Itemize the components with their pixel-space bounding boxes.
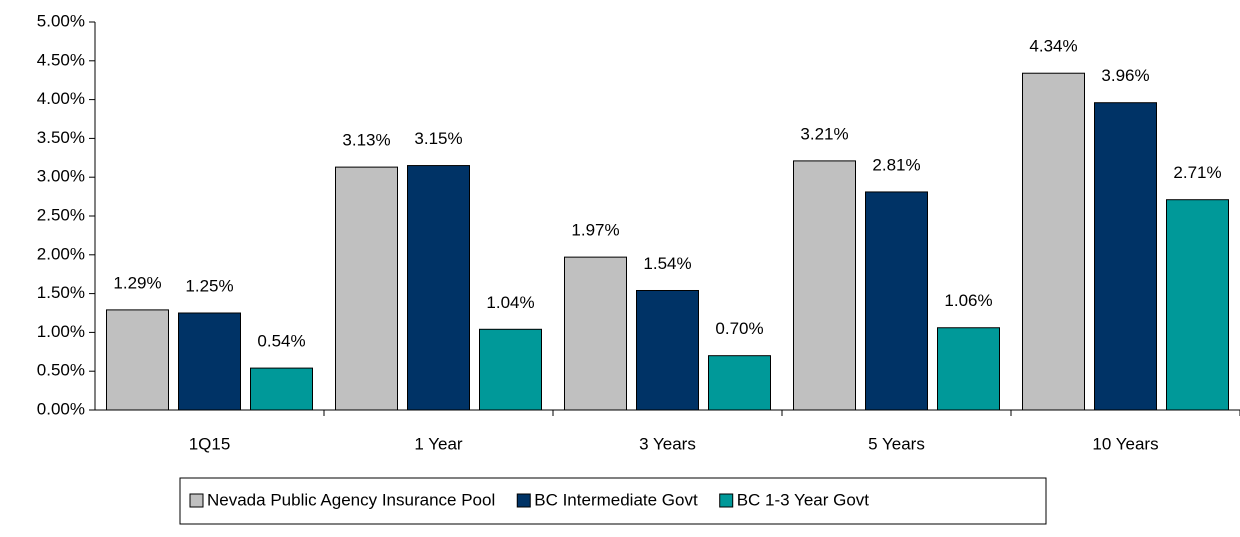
bar	[636, 289, 699, 411]
y-tick-label: 0.50%	[37, 361, 85, 380]
y-tick-label: 3.00%	[37, 167, 85, 186]
bar	[865, 191, 928, 411]
legend-label: Nevada Public Agency Insurance Pool	[207, 490, 495, 509]
data-label: 0.54%	[257, 332, 305, 351]
data-label: 1.06%	[944, 291, 992, 310]
x-tick-label: 1 Year	[414, 434, 463, 453]
y-tick-label: 4.50%	[37, 50, 85, 69]
bar	[937, 327, 1000, 411]
y-tick-label: 4.00%	[37, 89, 85, 108]
data-label: 3.96%	[1101, 66, 1149, 85]
bar	[178, 312, 241, 411]
y-tick-label: 0.00%	[37, 399, 85, 418]
bar	[1022, 72, 1085, 411]
data-label: 1.29%	[113, 273, 161, 292]
data-label: 1.25%	[185, 276, 233, 295]
data-label: 0.70%	[715, 319, 763, 338]
data-label: 3.21%	[800, 124, 848, 143]
y-tick-label: 1.50%	[37, 283, 85, 302]
x-tick-label: 1Q15	[189, 434, 231, 453]
data-label: 1.54%	[643, 254, 691, 273]
bar	[479, 328, 542, 411]
legend-swatch	[189, 493, 204, 508]
x-tick-label: 10 Years	[1092, 434, 1158, 453]
y-tick-label: 2.50%	[37, 205, 85, 224]
bar	[1166, 199, 1229, 411]
bar	[793, 160, 856, 411]
y-tick-label: 3.50%	[37, 128, 85, 147]
bar	[106, 309, 169, 411]
y-tick-label: 2.00%	[37, 244, 85, 263]
bar	[250, 367, 313, 411]
legend-swatch	[516, 493, 531, 508]
data-label: 3.15%	[414, 129, 462, 148]
bar	[564, 256, 627, 411]
x-tick-label: 5 Years	[868, 434, 925, 453]
bar	[407, 165, 470, 411]
bar	[1094, 102, 1157, 411]
y-tick-label: 1.00%	[37, 322, 85, 341]
legend-swatch	[719, 493, 734, 508]
data-label: 2.71%	[1173, 163, 1221, 182]
data-label: 2.81%	[872, 155, 920, 174]
bar	[708, 355, 771, 411]
legend-box	[179, 477, 1047, 525]
data-label: 3.13%	[342, 131, 390, 150]
data-label: 1.04%	[486, 293, 534, 312]
y-tick-label: 5.00%	[37, 11, 85, 30]
data-label: 1.97%	[571, 221, 619, 240]
legend-label: BC Intermediate Govt	[534, 490, 698, 509]
legend-label: BC 1-3 Year Govt	[737, 490, 870, 509]
data-label: 4.34%	[1029, 37, 1077, 56]
bar	[335, 166, 398, 411]
x-tick-label: 3 Years	[639, 434, 696, 453]
